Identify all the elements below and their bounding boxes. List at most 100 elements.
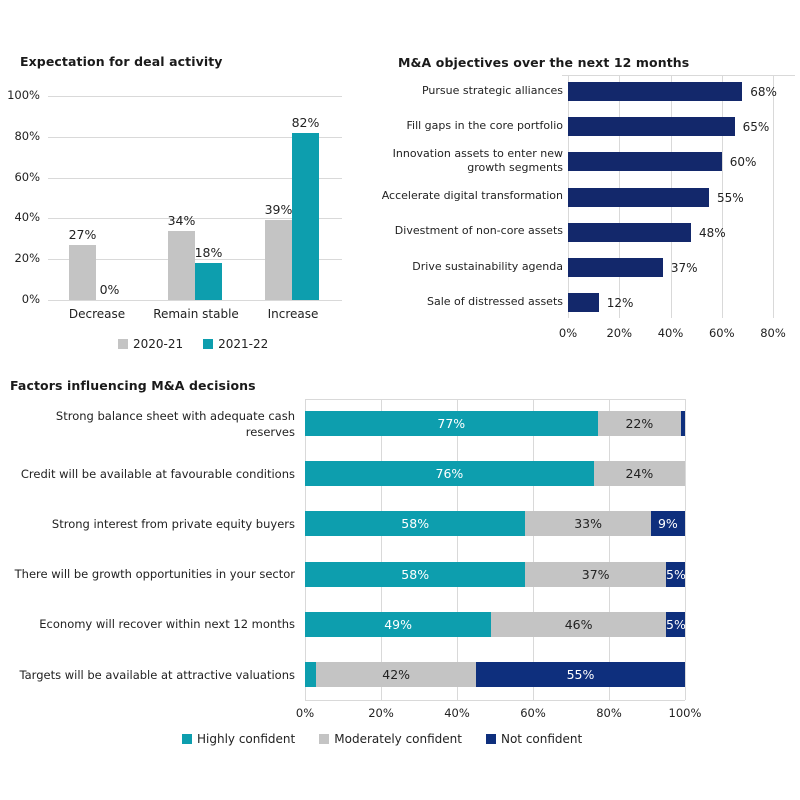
x-tick-label: 100% — [668, 706, 702, 720]
value-label: 58% — [401, 516, 430, 532]
value-label: 37% — [581, 566, 610, 582]
legend-label: Highly confident — [197, 732, 296, 746]
grid-line — [721, 75, 723, 318]
bar-segment-Highly confident — [305, 511, 526, 537]
bar-segment-Highly confident — [305, 411, 598, 436]
value-label: 46% — [564, 616, 593, 632]
plot-border-top — [305, 399, 685, 400]
bar-segment-Not confident — [681, 411, 685, 436]
value-label: 0% — [99, 282, 120, 297]
grid-line — [48, 96, 342, 97]
bar-segment-Highly confident — [305, 561, 526, 587]
legend-label: Not confident — [500, 732, 583, 746]
value-label: 9% — [657, 516, 678, 532]
legend-swatch-2021-22 — [203, 339, 214, 349]
value-label: 65% — [742, 120, 770, 135]
grid-line — [48, 259, 342, 261]
grid-line — [48, 218, 342, 220]
bar-segment-Highly confident — [305, 611, 492, 637]
bar-2020-21 — [265, 220, 292, 300]
value-label: 5% — [666, 616, 686, 632]
value-label: 60% — [729, 155, 757, 170]
value-label: 55% — [566, 667, 595, 682]
bar-segment-Moderately confident — [491, 611, 666, 637]
value-label: 82% — [291, 114, 320, 130]
legend-item: Not confident — [485, 732, 583, 746]
x-tick-label: 60% — [520, 706, 546, 720]
grid-line — [48, 136, 342, 138]
legend-item: Highly confident — [182, 732, 295, 746]
value-label: 49% — [384, 616, 412, 632]
grid-line — [609, 399, 610, 700]
value-label: 55% — [716, 190, 744, 205]
grid-line — [457, 399, 458, 700]
grid-line — [381, 399, 382, 700]
bar — [568, 117, 735, 137]
category-label: Sale of distressed assets — [427, 294, 563, 308]
value-label: 42% — [382, 667, 411, 682]
value-label: 33% — [574, 516, 602, 532]
plot-border-bottom — [305, 700, 685, 701]
x-tick-label: 20% — [368, 706, 394, 720]
category-label: Fill gaps in the core portfolio — [406, 118, 563, 132]
bar — [568, 187, 709, 207]
x-tick-label: 80% — [760, 326, 786, 340]
category-label: Strong interest from private equity buye… — [51, 516, 295, 531]
bar — [568, 152, 722, 172]
value-label: 48% — [699, 225, 726, 240]
value-label: 58% — [401, 566, 430, 582]
legend-label: 2020-21 — [133, 337, 184, 351]
bar — [568, 222, 691, 242]
bar-segment-Not confident — [666, 611, 685, 637]
value-label: 68% — [750, 85, 777, 99]
legend-swatch-2020-21 — [118, 339, 128, 349]
value-label: 5% — [666, 566, 686, 582]
x-tick-label: 40% — [444, 706, 470, 720]
y-tick-label: 100% — [7, 88, 40, 102]
legend-label: Moderately confident — [334, 732, 462, 746]
category-label: Economy will recover within next 12 mont… — [39, 617, 295, 632]
bar-2021-22 — [195, 263, 222, 300]
value-label: 37% — [670, 261, 698, 275]
category-label: Remain stable — [153, 307, 239, 321]
grid-line — [48, 177, 342, 179]
bar-segment-Moderately confident — [525, 511, 651, 537]
grid-line — [48, 300, 342, 301]
x-tick-label: 40% — [657, 326, 684, 340]
bar-segment-Moderately confident — [593, 461, 685, 487]
grid-line — [685, 399, 686, 700]
grid-line — [533, 399, 534, 700]
legend: 2020-21 2021-22 — [118, 337, 268, 351]
grid-line — [305, 399, 306, 700]
bar — [568, 293, 599, 313]
value-label: 34% — [167, 212, 196, 228]
bar-segment-Moderately confident — [525, 561, 666, 587]
category-label: Pursue strategic alliances — [421, 83, 563, 97]
bar — [568, 258, 663, 277]
legend-item: 2021-22 — [203, 337, 268, 351]
category-label: Divestment of non-core assets — [394, 224, 563, 238]
category-label: Credit will be available at favourable c… — [20, 466, 295, 481]
category-label: Innovation assets to enter new growth se… — [392, 146, 563, 174]
bar — [568, 82, 743, 101]
legend-swatch-Not confident — [485, 734, 496, 744]
x-tick-label: 80% — [596, 706, 622, 720]
legend-label: 2021-22 — [218, 337, 269, 351]
category-label: Accelerate digital transformation — [381, 189, 563, 203]
legend-item: 2020-21 — [118, 337, 183, 351]
legend-swatch-Moderately confident — [319, 734, 330, 744]
bar-segment-Moderately confident — [597, 411, 682, 436]
category-label: Drive sustainability agenda — [412, 259, 563, 273]
category-label: Increase — [267, 307, 319, 321]
value-label: 18% — [194, 245, 223, 261]
legend: Highly confident Moderately confident Not … — [182, 732, 582, 746]
y-tick-label: 40% — [14, 210, 40, 225]
x-tick-label: 20% — [606, 326, 633, 340]
value-label: 76% — [435, 466, 464, 482]
chart-ma-factors: Factors influencing M&A decisions 0% 20% 4… — [0, 370, 800, 800]
x-tick-label: 0% — [558, 326, 578, 340]
value-label: 22% — [625, 416, 654, 431]
chart-title: Factors influencing M&A decisions — [10, 378, 256, 393]
bar-segment-Not confident — [650, 511, 685, 537]
bar-segment-Not confident — [666, 561, 685, 587]
